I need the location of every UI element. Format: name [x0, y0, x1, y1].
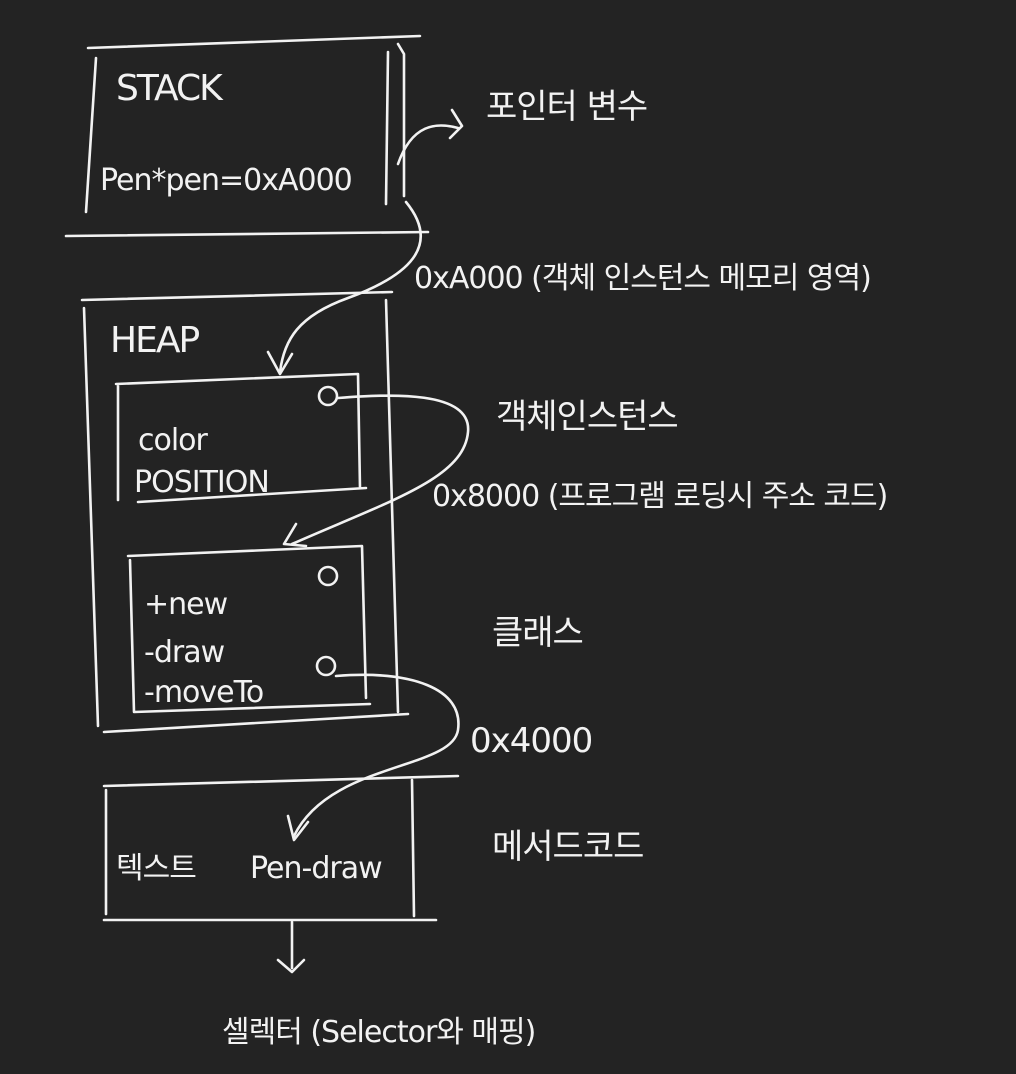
instance-box-outline [114, 372, 368, 504]
method-code-note: 메서드코드 [492, 827, 643, 867]
text-segment-box: 텍스트 Pen-draw [102, 774, 460, 922]
superclass-pointer-dot [317, 565, 339, 587]
instance-address-note: 0xA000 (객체 인스턴스 메모리 영역) [414, 261, 871, 296]
arrowhead-icon [276, 958, 306, 974]
stack-box: STACK Pen*pen=0xA000 [64, 34, 430, 238]
arrowhead-icon [286, 814, 310, 842]
pointer-variable-note: 포인터 변수 [486, 87, 647, 127]
stack-box-outline [64, 34, 430, 238]
class-box-outline [126, 544, 372, 714]
side-notes: 포인터 변수 0xA000 (객체 인스턴스 메모리 영역) 객체인스턴스 0x… [222, 87, 888, 1050]
isa-to-class-arrow [290, 394, 470, 546]
class-note: 클래스 [492, 613, 583, 653]
class-method: -moveTo [144, 675, 263, 710]
stack-to-pointer-note-arrow [396, 124, 460, 166]
isa-pointer-dot [317, 385, 339, 407]
arrowhead-icon [448, 108, 464, 140]
instance-box: color POSITION [114, 372, 368, 504]
pointer-to-instance-arrow [278, 200, 422, 374]
heap-box: HEAP color POSITION +new -draw -moveTo [80, 290, 410, 734]
heap-box-outline [80, 290, 410, 734]
arrowhead-icon [266, 350, 294, 376]
class-address-note: 0x8000 (프로그램 로딩시 주소 코드) [432, 479, 887, 514]
heap-title: HEAP [110, 320, 199, 361]
stack-title: STACK [116, 68, 224, 109]
class-method: -draw [144, 635, 225, 670]
class-method: +new [144, 587, 228, 622]
class-box: +new -draw -moveTo [126, 544, 372, 714]
stack-box-bracket [396, 42, 406, 198]
method-to-code-arrow [292, 673, 460, 838]
instance-field: color [138, 423, 209, 458]
text-box-outline [102, 774, 460, 922]
arrows [266, 108, 470, 974]
selector-note: 셀렉터 (Selector와 매핑) [222, 1015, 535, 1050]
method-pointer-dot [315, 655, 337, 677]
arrowhead-icon [282, 522, 308, 548]
instance-field: POSITION [134, 465, 269, 500]
text-segment-label: 텍스트 [116, 851, 196, 886]
stack-content: Pen*pen=0xA000 [100, 163, 352, 198]
text-segment-content: Pen-draw [250, 851, 382, 886]
method-address-note: 0x4000 [470, 721, 592, 761]
object-instance-note: 객체인스턴스 [496, 397, 678, 437]
